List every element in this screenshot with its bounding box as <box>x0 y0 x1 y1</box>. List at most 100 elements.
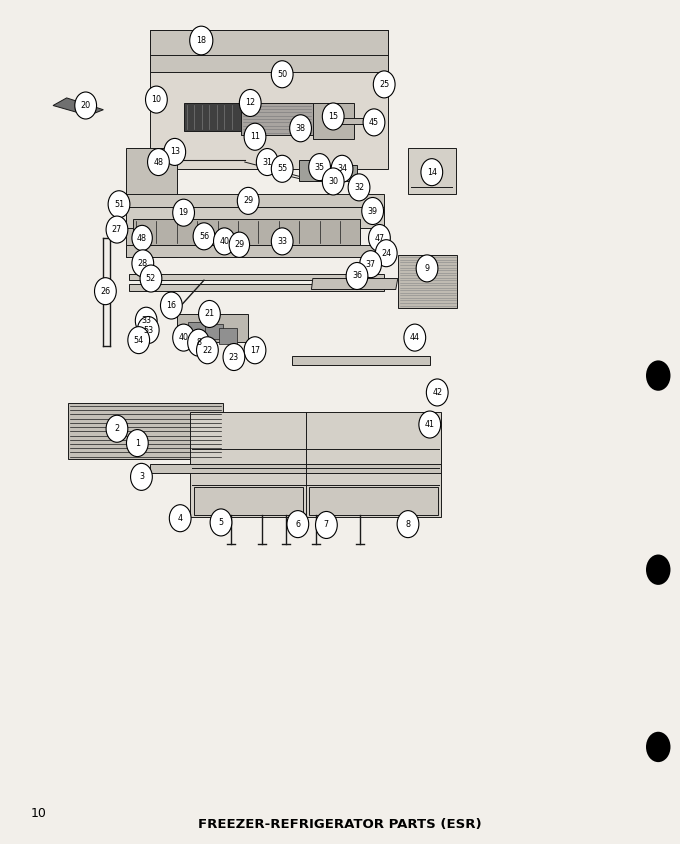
Text: 6: 6 <box>295 520 301 528</box>
Polygon shape <box>126 207 384 228</box>
Polygon shape <box>133 219 360 245</box>
Circle shape <box>287 511 309 538</box>
Text: 8: 8 <box>405 520 411 528</box>
Circle shape <box>140 265 162 292</box>
Text: 2: 2 <box>114 425 120 433</box>
Circle shape <box>360 251 381 278</box>
Text: 24: 24 <box>381 249 391 257</box>
Circle shape <box>237 187 259 214</box>
Text: 5: 5 <box>218 518 224 527</box>
Circle shape <box>331 155 353 182</box>
Polygon shape <box>129 274 384 280</box>
Circle shape <box>646 732 670 762</box>
Text: 8: 8 <box>196 338 201 347</box>
Text: 22: 22 <box>202 346 213 354</box>
Text: 9: 9 <box>424 264 430 273</box>
Circle shape <box>322 103 344 130</box>
Circle shape <box>197 337 218 364</box>
Text: 7: 7 <box>324 521 329 529</box>
Text: 42: 42 <box>432 388 442 397</box>
Polygon shape <box>194 487 303 515</box>
Circle shape <box>128 327 150 354</box>
Text: 19: 19 <box>179 208 188 217</box>
Text: 10: 10 <box>31 808 46 820</box>
Text: 38: 38 <box>296 124 305 133</box>
Text: 35: 35 <box>315 163 324 171</box>
Circle shape <box>132 250 154 277</box>
Polygon shape <box>184 103 241 131</box>
Circle shape <box>362 197 384 225</box>
Circle shape <box>373 71 395 98</box>
Polygon shape <box>188 322 206 337</box>
Circle shape <box>419 411 441 438</box>
Text: 20: 20 <box>81 101 90 110</box>
Circle shape <box>346 262 368 289</box>
Text: 50: 50 <box>277 70 287 78</box>
Text: 45: 45 <box>369 118 379 127</box>
Circle shape <box>404 324 426 351</box>
Polygon shape <box>126 194 384 207</box>
Polygon shape <box>311 279 398 289</box>
Text: 40: 40 <box>220 237 229 246</box>
Circle shape <box>322 168 344 195</box>
Text: 39: 39 <box>368 207 377 215</box>
Circle shape <box>369 225 390 252</box>
Text: 1: 1 <box>135 439 140 447</box>
Polygon shape <box>313 103 354 139</box>
Circle shape <box>173 324 194 351</box>
Circle shape <box>188 329 209 356</box>
Text: 18: 18 <box>197 36 206 45</box>
Circle shape <box>190 26 213 55</box>
Polygon shape <box>408 148 456 194</box>
Text: 53: 53 <box>143 326 153 334</box>
Text: 28: 28 <box>138 259 148 268</box>
Text: 33: 33 <box>277 237 287 246</box>
Text: 21: 21 <box>205 310 214 318</box>
Text: 12: 12 <box>245 99 255 107</box>
Polygon shape <box>150 30 388 169</box>
Polygon shape <box>241 103 313 135</box>
Circle shape <box>164 138 186 165</box>
Circle shape <box>173 199 194 226</box>
Circle shape <box>193 223 215 250</box>
Circle shape <box>316 511 337 538</box>
Circle shape <box>244 337 266 364</box>
Text: 48: 48 <box>154 158 163 166</box>
Circle shape <box>126 430 148 457</box>
Text: 36: 36 <box>352 272 362 280</box>
Circle shape <box>160 292 182 319</box>
Circle shape <box>426 379 448 406</box>
Text: 15: 15 <box>328 112 338 121</box>
Text: 37: 37 <box>366 260 375 268</box>
Circle shape <box>106 216 128 243</box>
Text: 32: 32 <box>354 183 364 192</box>
Polygon shape <box>309 487 438 515</box>
Circle shape <box>229 232 250 257</box>
Polygon shape <box>126 148 177 257</box>
Text: 26: 26 <box>101 287 110 295</box>
Text: FREEZER-REFRIGERATOR PARTS (ESR): FREEZER-REFRIGERATOR PARTS (ESR) <box>198 819 482 831</box>
Circle shape <box>131 463 152 490</box>
Circle shape <box>397 511 419 538</box>
Text: 55: 55 <box>277 165 288 173</box>
Circle shape <box>132 225 152 251</box>
Circle shape <box>214 228 235 255</box>
Circle shape <box>271 228 293 255</box>
Circle shape <box>75 92 97 119</box>
Polygon shape <box>398 255 457 308</box>
Circle shape <box>363 109 385 136</box>
Text: 29: 29 <box>234 241 245 249</box>
Circle shape <box>148 149 169 176</box>
Circle shape <box>416 255 438 282</box>
Text: 29: 29 <box>243 197 254 205</box>
Circle shape <box>146 86 167 113</box>
Text: 47: 47 <box>375 234 384 242</box>
Polygon shape <box>292 356 430 365</box>
Text: 10: 10 <box>152 95 161 104</box>
Text: 56: 56 <box>199 232 209 241</box>
Circle shape <box>348 174 370 201</box>
Text: 11: 11 <box>250 133 260 141</box>
Polygon shape <box>129 284 384 291</box>
Text: 3: 3 <box>139 473 144 481</box>
Text: 48: 48 <box>137 234 147 242</box>
